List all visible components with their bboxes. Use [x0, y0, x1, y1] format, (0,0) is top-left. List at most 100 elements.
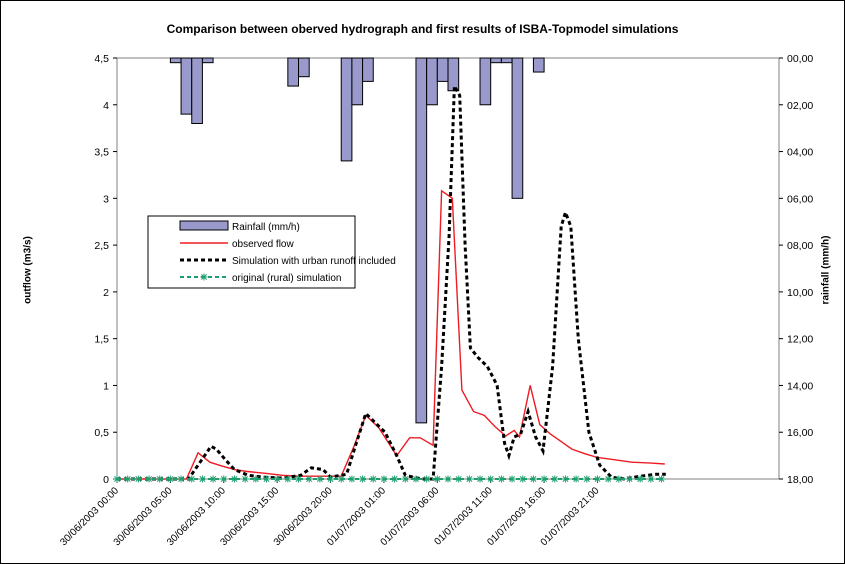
rural-simulation-marker [658, 475, 666, 483]
rural-simulation-marker [561, 475, 569, 483]
rainfall-bar [201, 57, 214, 64]
star-stroke [658, 476, 665, 482]
urban-simulation-line [117, 80, 666, 481]
rainfall-bar [479, 57, 492, 106]
star-stroke [124, 476, 131, 482]
rural-simulation-marker [134, 475, 142, 483]
rainfall-bar [298, 57, 310, 78]
x-tick-label: 30/06/2003 15:00 [218, 485, 281, 548]
rural-simulation-marker [444, 475, 452, 483]
rural-simulation-marker [572, 475, 580, 483]
rural-simulation-marker [433, 475, 441, 483]
left-tick-label: 4 [103, 100, 109, 112]
rural-simulation-marker [241, 475, 249, 483]
rural-simulation-marker [305, 475, 313, 483]
rural-simulation-marker [177, 475, 185, 483]
star-stroke [210, 476, 217, 482]
rural-simulation-marker [391, 475, 399, 483]
rainfall-bar [415, 57, 428, 424]
legend-label: Simulation with urban runoff included [232, 256, 396, 267]
rainfall-bar [511, 57, 524, 199]
left-tick-label: 2 [103, 287, 109, 299]
flow-lines [113, 80, 666, 483]
left-tick-label: 4,5 [94, 53, 109, 65]
rainfall-bar [180, 57, 193, 115]
rural-simulation-marker [145, 475, 153, 483]
rainfall-bar [500, 57, 513, 64]
star-stroke [370, 476, 377, 482]
x-tick-label: 30/06/2003 20:00 [272, 485, 335, 548]
left-tick-label: 0 [103, 474, 109, 486]
observed-flow-line [117, 189, 665, 480]
star-stroke [412, 476, 419, 482]
star-stroke [295, 476, 302, 482]
rural-simulation-marker [316, 475, 324, 483]
rural-simulation-marker [497, 475, 505, 483]
rural-simulation-marker [262, 475, 270, 483]
rural-simulation-marker [230, 475, 238, 483]
rural-simulation-marker [401, 475, 409, 483]
right-tick-label: 02,00 [787, 100, 813, 112]
rainfall-bar [490, 57, 502, 64]
rural-simulation-marker [455, 475, 463, 483]
star-stroke [380, 476, 387, 482]
star-stroke [455, 476, 462, 482]
star-stroke [252, 476, 259, 482]
left-tick-label: 3 [103, 193, 109, 205]
legend-label: Rainfall (mm/h) [232, 222, 300, 233]
right-tick-label: 16,00 [787, 427, 813, 439]
rainfall-bar [169, 57, 182, 64]
rural-simulation-marker [198, 475, 206, 483]
star-stroke [615, 476, 622, 482]
star-stroke [637, 476, 644, 482]
star-stroke [338, 476, 345, 482]
star-stroke [583, 476, 590, 482]
rural-simulation-marker [423, 475, 431, 483]
star-stroke [551, 476, 558, 482]
star-stroke [156, 476, 163, 482]
star-stroke [306, 476, 313, 482]
left-tick-label: 3,5 [94, 147, 109, 159]
rural-simulation-marker [412, 475, 420, 483]
rainfall-bar [362, 57, 374, 82]
star-stroke [498, 476, 505, 482]
star-stroke [626, 476, 633, 482]
star-stroke [434, 476, 441, 482]
rural-simulation-marker [209, 475, 217, 483]
rural-simulation-marker [359, 475, 367, 483]
star-stroke [359, 476, 366, 482]
star-stroke [647, 476, 654, 482]
rainfall-bar [191, 57, 203, 124]
x-tick-label: 01/07/2003 21:00 [539, 485, 602, 548]
star-stroke [348, 476, 355, 482]
star-stroke [231, 476, 238, 482]
legend-label: original (rural) simulation [232, 273, 341, 284]
rural-simulation-marker [636, 475, 644, 483]
right-tick-label: 10,00 [787, 287, 813, 299]
rainfall-bar [447, 57, 460, 92]
rural-simulation-marker [348, 475, 356, 483]
star-stroke [519, 476, 526, 482]
x-tick-label: 01/07/2003 16:00 [485, 485, 548, 548]
rural-simulation-marker [220, 475, 228, 483]
rural-simulation-marker [284, 475, 292, 483]
rural-simulation-marker [604, 475, 612, 483]
star-stroke [487, 476, 494, 482]
rainfall-bar [436, 57, 449, 82]
left-tick-label: 2,5 [94, 240, 109, 252]
star-stroke [594, 476, 601, 482]
star-stroke [242, 476, 249, 482]
rural-simulation-marker [380, 475, 388, 483]
x-tick-label: 01/07/2003 06:00 [379, 485, 442, 548]
star-stroke [284, 476, 291, 482]
rural-simulation-marker [626, 475, 634, 483]
x-tick-label: 01/07/2003 11:00 [433, 485, 496, 548]
rural-simulation-marker [465, 475, 473, 483]
legend-label: observed flow [232, 239, 294, 250]
star-stroke [167, 476, 174, 482]
right-tick-label: 06,00 [787, 193, 813, 205]
star-stroke [178, 476, 185, 482]
rural-simulation-marker [156, 475, 164, 483]
star-stroke [201, 274, 207, 280]
